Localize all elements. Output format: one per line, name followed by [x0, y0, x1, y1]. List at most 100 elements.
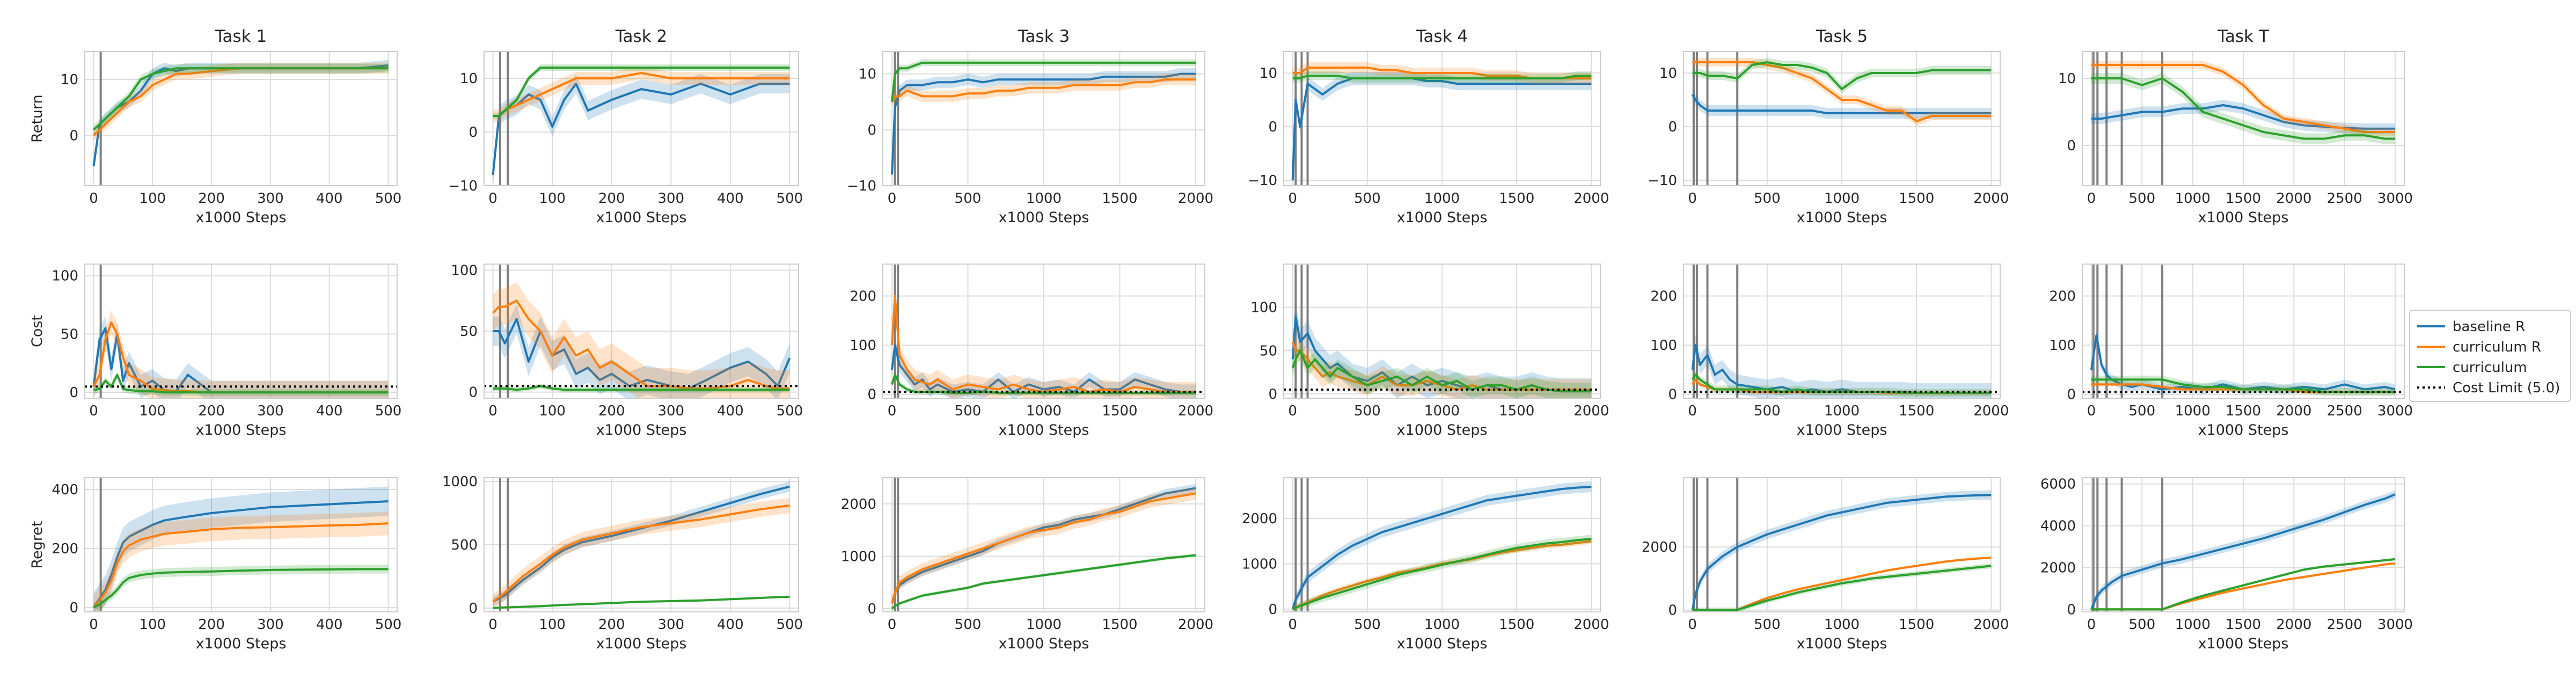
y-tick-label: 0 — [69, 128, 78, 144]
series-line — [493, 318, 791, 390]
subplot-3-6: 0 500 1000 1500 2000 2500 3000 0 2000 4000 6000 x10… — [2040, 477, 2413, 652]
x-tick-label: 0 — [1688, 403, 1697, 419]
y-tick-label: 0 — [1668, 119, 1677, 135]
x-tick-label: 0 — [2087, 617, 2096, 633]
series-band — [93, 62, 389, 141]
subplot-title: Task 2 — [615, 27, 667, 46]
series-line — [891, 554, 1196, 610]
series-line — [890, 61, 1196, 102]
subplot-3-2: 0 100 200 300 400 500 0 500 1000 x1000 Steps — [442, 474, 803, 652]
y-tick-label: 0 — [69, 600, 78, 616]
series-band — [493, 64, 790, 119]
x-tick-label: 500 — [375, 191, 402, 207]
x-tick-label: 500 — [1354, 403, 1381, 419]
x-tick-label: 0 — [888, 191, 897, 207]
series-line — [1292, 75, 1592, 79]
x-tick-label: 300 — [257, 403, 284, 419]
x-tick-label: 2500 — [2327, 191, 2362, 207]
subplot-1-3: 0 500 1000 1500 2000 −10 0 10 x1000 Steps Task 3 — [847, 27, 1213, 226]
series-group — [1291, 52, 1592, 186]
series-line — [93, 374, 389, 394]
subplot-1-6: 0 500 1000 1500 2000 2500 3000 0 10 x1000 Steps Ta… — [2058, 27, 2413, 226]
series-group — [2091, 52, 2396, 186]
series-band — [2091, 330, 2396, 394]
x-axis-label: x1000 Steps — [596, 635, 687, 652]
x-tick-label: 300 — [657, 403, 684, 419]
x-tick-label: 500 — [955, 617, 982, 633]
y-tick-label: 4000 — [2040, 518, 2076, 535]
y-tick-label: −10 — [1648, 173, 1677, 189]
x-tick-label: 0 — [1288, 191, 1297, 207]
series-band — [1692, 490, 1992, 612]
x-tick-label: 500 — [955, 191, 982, 207]
x-tick-label: 1000 — [2175, 191, 2211, 207]
x-tick-label: 0 — [488, 403, 497, 419]
x-axis-label: x1000 Steps — [196, 422, 287, 438]
subplot-3-3: 0 500 1000 1500 2000 0 1000 2000 x1000 Steps — [841, 477, 1213, 652]
x-axis-label: x1000 Steps — [596, 422, 687, 438]
y-tick-label: 0 — [69, 385, 78, 401]
x-tick-label: 2000 — [2276, 617, 2311, 633]
x-axis-label: x1000 Steps — [1797, 635, 1887, 652]
series-group — [1291, 478, 1592, 612]
x-axis-label: x1000 Steps — [2198, 422, 2289, 438]
x-tick-label: 400 — [316, 617, 343, 633]
x-tick-label: 1500 — [1102, 617, 1137, 633]
x-tick-label: 3000 — [2377, 617, 2413, 633]
series-line — [493, 72, 790, 117]
x-tick-label: 2000 — [2276, 403, 2311, 419]
series-group — [891, 478, 1196, 612]
x-axis-label: x1000 Steps — [999, 209, 1089, 226]
y-axis-label: Regret — [29, 521, 46, 568]
x-tick-label: 200 — [598, 191, 625, 207]
series-band — [1692, 58, 1992, 126]
x-tick-label: 400 — [717, 617, 744, 633]
series-line — [2091, 558, 2396, 611]
axes-frame — [882, 51, 1205, 186]
series-band — [891, 59, 1196, 105]
x-tick-label: 200 — [598, 403, 625, 419]
y-tick-label: 100 — [2049, 338, 2076, 354]
axes-frame — [2082, 477, 2405, 612]
x-tick-label: 2500 — [2327, 617, 2362, 633]
x-axis-label: x1000 Steps — [1397, 209, 1488, 226]
y-tick-label: 200 — [1650, 289, 1677, 305]
plot-area — [85, 264, 397, 398]
series-band — [93, 371, 389, 396]
x-tick-label: 1500 — [2226, 191, 2261, 207]
x-tick-label: 400 — [316, 191, 343, 207]
subplot-title: Task T — [2217, 27, 2270, 46]
x-tick-label: 2000 — [1574, 191, 1609, 207]
series-line — [1291, 77, 1592, 181]
series-line — [2091, 378, 2396, 393]
x-tick-label: 400 — [717, 191, 744, 207]
x-tick-label: 500 — [375, 617, 402, 633]
axes-frame — [1283, 51, 1601, 186]
series-line — [891, 492, 1196, 604]
x-tick-label: 500 — [777, 191, 803, 207]
legend-box — [2409, 310, 2571, 402]
series-line — [1692, 565, 1992, 611]
x-tick-label: 200 — [598, 617, 625, 633]
y-tick-label: 0 — [1268, 386, 1277, 403]
y-tick-label: 50 — [1260, 343, 1277, 359]
series-group — [92, 478, 389, 612]
x-axis-label: x1000 Steps — [196, 635, 287, 652]
y-tick-label: 2000 — [2040, 560, 2076, 576]
x-axis-label: x1000 Steps — [1397, 422, 1488, 438]
x-tick-label: 0 — [1288, 403, 1297, 419]
x-tick-label: 3000 — [2377, 403, 2413, 419]
x-tick-label: 1000 — [1424, 191, 1460, 207]
x-axis-label: x1000 Steps — [1797, 422, 1887, 438]
x-tick-label: 1500 — [2226, 617, 2261, 633]
series-band — [891, 338, 1196, 398]
y-tick-label: 0 — [867, 601, 876, 617]
series-group — [1284, 264, 1600, 398]
y-tick-label: 0 — [2067, 138, 2076, 154]
axes-frame — [882, 477, 1205, 612]
x-tick-label: 0 — [1288, 617, 1297, 633]
subplot-1-2: 0 100 200 300 400 500 −10 0 10 x1000 Steps Task 2 — [448, 27, 803, 226]
x-tick-label: 400 — [717, 403, 744, 419]
x-tick-label: 500 — [2129, 403, 2156, 419]
x-axis-label: x1000 Steps — [999, 635, 1089, 652]
